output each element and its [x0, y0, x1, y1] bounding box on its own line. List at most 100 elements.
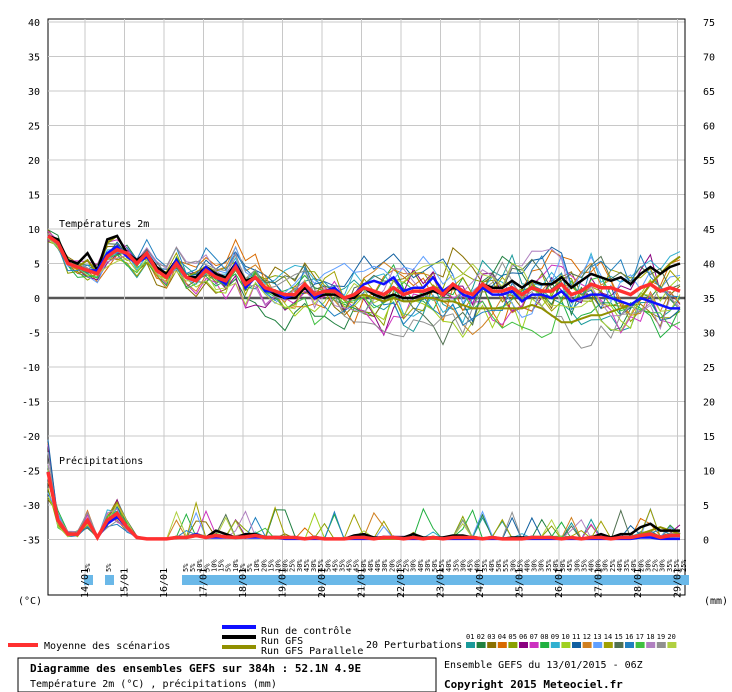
- perturbation-swatch: [625, 642, 634, 648]
- snow-flake: [288, 575, 298, 585]
- snow-flake: [395, 575, 405, 585]
- y-right-tick: 40: [703, 260, 715, 271]
- snow-flake: [217, 575, 227, 585]
- y-right-tick: 45: [703, 225, 715, 236]
- x-date-label: 26/01: [554, 568, 565, 598]
- x-date-label: 14/01: [80, 568, 91, 598]
- snow-flake: [644, 575, 654, 585]
- snow-pct: 50%: [324, 559, 332, 572]
- snow-flake: [502, 575, 512, 585]
- snow-pct: 50%: [360, 559, 368, 572]
- snow-pct: 35%: [623, 559, 631, 572]
- snow-flake: [274, 575, 284, 585]
- snow-pct: 50%: [431, 559, 439, 572]
- snow-flake: [466, 575, 476, 585]
- source-label: Ensemble GEFS du 13/01/2015 - 06Z: [444, 660, 643, 671]
- snow-flake: [267, 575, 277, 585]
- y-right-tick: 15: [703, 432, 715, 443]
- snow-pct: 45%: [317, 559, 325, 572]
- snow-pct: 20%: [282, 559, 290, 572]
- y-right-tick: 50: [703, 191, 715, 202]
- plot-frame: [47, 18, 686, 596]
- x-date-label: 24/01: [475, 568, 486, 598]
- legend-control: Run de contrôle: [261, 625, 351, 637]
- legend-gfs-par: Run GFS Parallele: [261, 646, 363, 657]
- x-date-label: 18/01: [238, 568, 249, 598]
- snow-flake: [573, 575, 583, 585]
- snow-pct: 5%: [105, 563, 113, 572]
- y-right-tick: 25: [703, 363, 715, 374]
- snow-flake: [416, 575, 426, 585]
- perturbation-id: 09: [551, 633, 559, 641]
- x-date-label: 20/01: [317, 568, 328, 598]
- snow-flake: [238, 575, 248, 585]
- perturbation-id: 20: [667, 633, 675, 641]
- grid: [47, 18, 686, 596]
- snow-pct: 30%: [509, 559, 517, 572]
- snow-pct: 30%: [559, 559, 567, 572]
- snow-flake: [324, 575, 334, 585]
- snow-flake: [530, 575, 540, 585]
- snow-pct: 5%: [84, 563, 92, 572]
- snow-flake: [210, 575, 220, 585]
- snow-flake: [445, 575, 455, 585]
- series-precip-line-0: [46, 471, 680, 542]
- y-right-tick: 60: [703, 122, 715, 133]
- snow-flake: [366, 575, 376, 585]
- snow-flake: [431, 575, 440, 585]
- snow-flake: [608, 575, 618, 585]
- snow-flake: [310, 575, 320, 585]
- x-date-label: 25/01: [515, 568, 526, 598]
- copyright: Copyright 2015 Meteociel.fr: [444, 678, 623, 691]
- snow-pct: 30%: [573, 559, 581, 572]
- snow-pct: 50%: [495, 559, 503, 572]
- snow-pct: 40%: [630, 559, 638, 572]
- perturbation-id: 07: [530, 633, 538, 641]
- snow-pct: 25%: [609, 559, 617, 572]
- snow-flake: [388, 575, 398, 585]
- snow-pct: 10%: [210, 559, 218, 572]
- snow-pct: 40%: [374, 559, 382, 572]
- snow-flake: [345, 575, 355, 585]
- snow-pct: 30%: [424, 559, 432, 572]
- snow-flake: [623, 575, 633, 585]
- perturbation-id: 01: [466, 633, 474, 641]
- snow-pct: 30%: [531, 559, 539, 572]
- snow-pct: 25%: [673, 559, 681, 572]
- snow-pct: 25%: [289, 559, 297, 572]
- series-temp-line-0: [46, 234, 681, 300]
- legend: Moyenne des scénarios Run de contrôle Ru…: [8, 625, 677, 657]
- y-right-tick: 70: [703, 53, 715, 64]
- y-right-tick: 5: [703, 501, 709, 512]
- x-date-label: 19/01: [278, 568, 289, 598]
- perturbation-id: 16: [625, 633, 633, 641]
- snow-flake: [260, 575, 270, 585]
- x-date-label: 15/01: [120, 568, 131, 598]
- snow-pct: 35%: [516, 559, 524, 572]
- snow-pct: 30%: [644, 559, 652, 572]
- snow-flake: [352, 575, 362, 585]
- snow-pct: 35%: [339, 559, 347, 572]
- snow-pct: 35%: [666, 559, 674, 572]
- snow-pct: 40%: [552, 559, 560, 572]
- legend-mean: Moyenne des scénarios: [44, 640, 170, 652]
- y-right-tick: 0: [703, 536, 709, 547]
- snow-pct: 10%: [253, 559, 261, 572]
- snow-pct: 30%: [296, 559, 304, 572]
- perturbation-id: 06: [519, 633, 527, 641]
- legend-gfs: Run GFS: [261, 636, 303, 647]
- perturbation-id: 04: [498, 633, 506, 641]
- snow-flake: [452, 575, 462, 585]
- y-left-tick: 40: [28, 18, 40, 29]
- snow-pct: 40%: [588, 559, 596, 572]
- y-right-tick: 10: [703, 467, 715, 478]
- perturbation-swatch: [540, 642, 550, 648]
- snow-pct: 10%: [232, 559, 240, 572]
- chart-title: Diagramme des ensembles GEFS sur 384h : …: [30, 662, 361, 675]
- perturbation-swatch: [667, 642, 677, 648]
- snow-pct: 45%: [467, 559, 475, 572]
- snow-flake: [331, 575, 341, 585]
- perturbation-swatch: [582, 642, 592, 648]
- precip-panel-label: Précipitations: [59, 455, 143, 467]
- snow-flake: [665, 575, 675, 585]
